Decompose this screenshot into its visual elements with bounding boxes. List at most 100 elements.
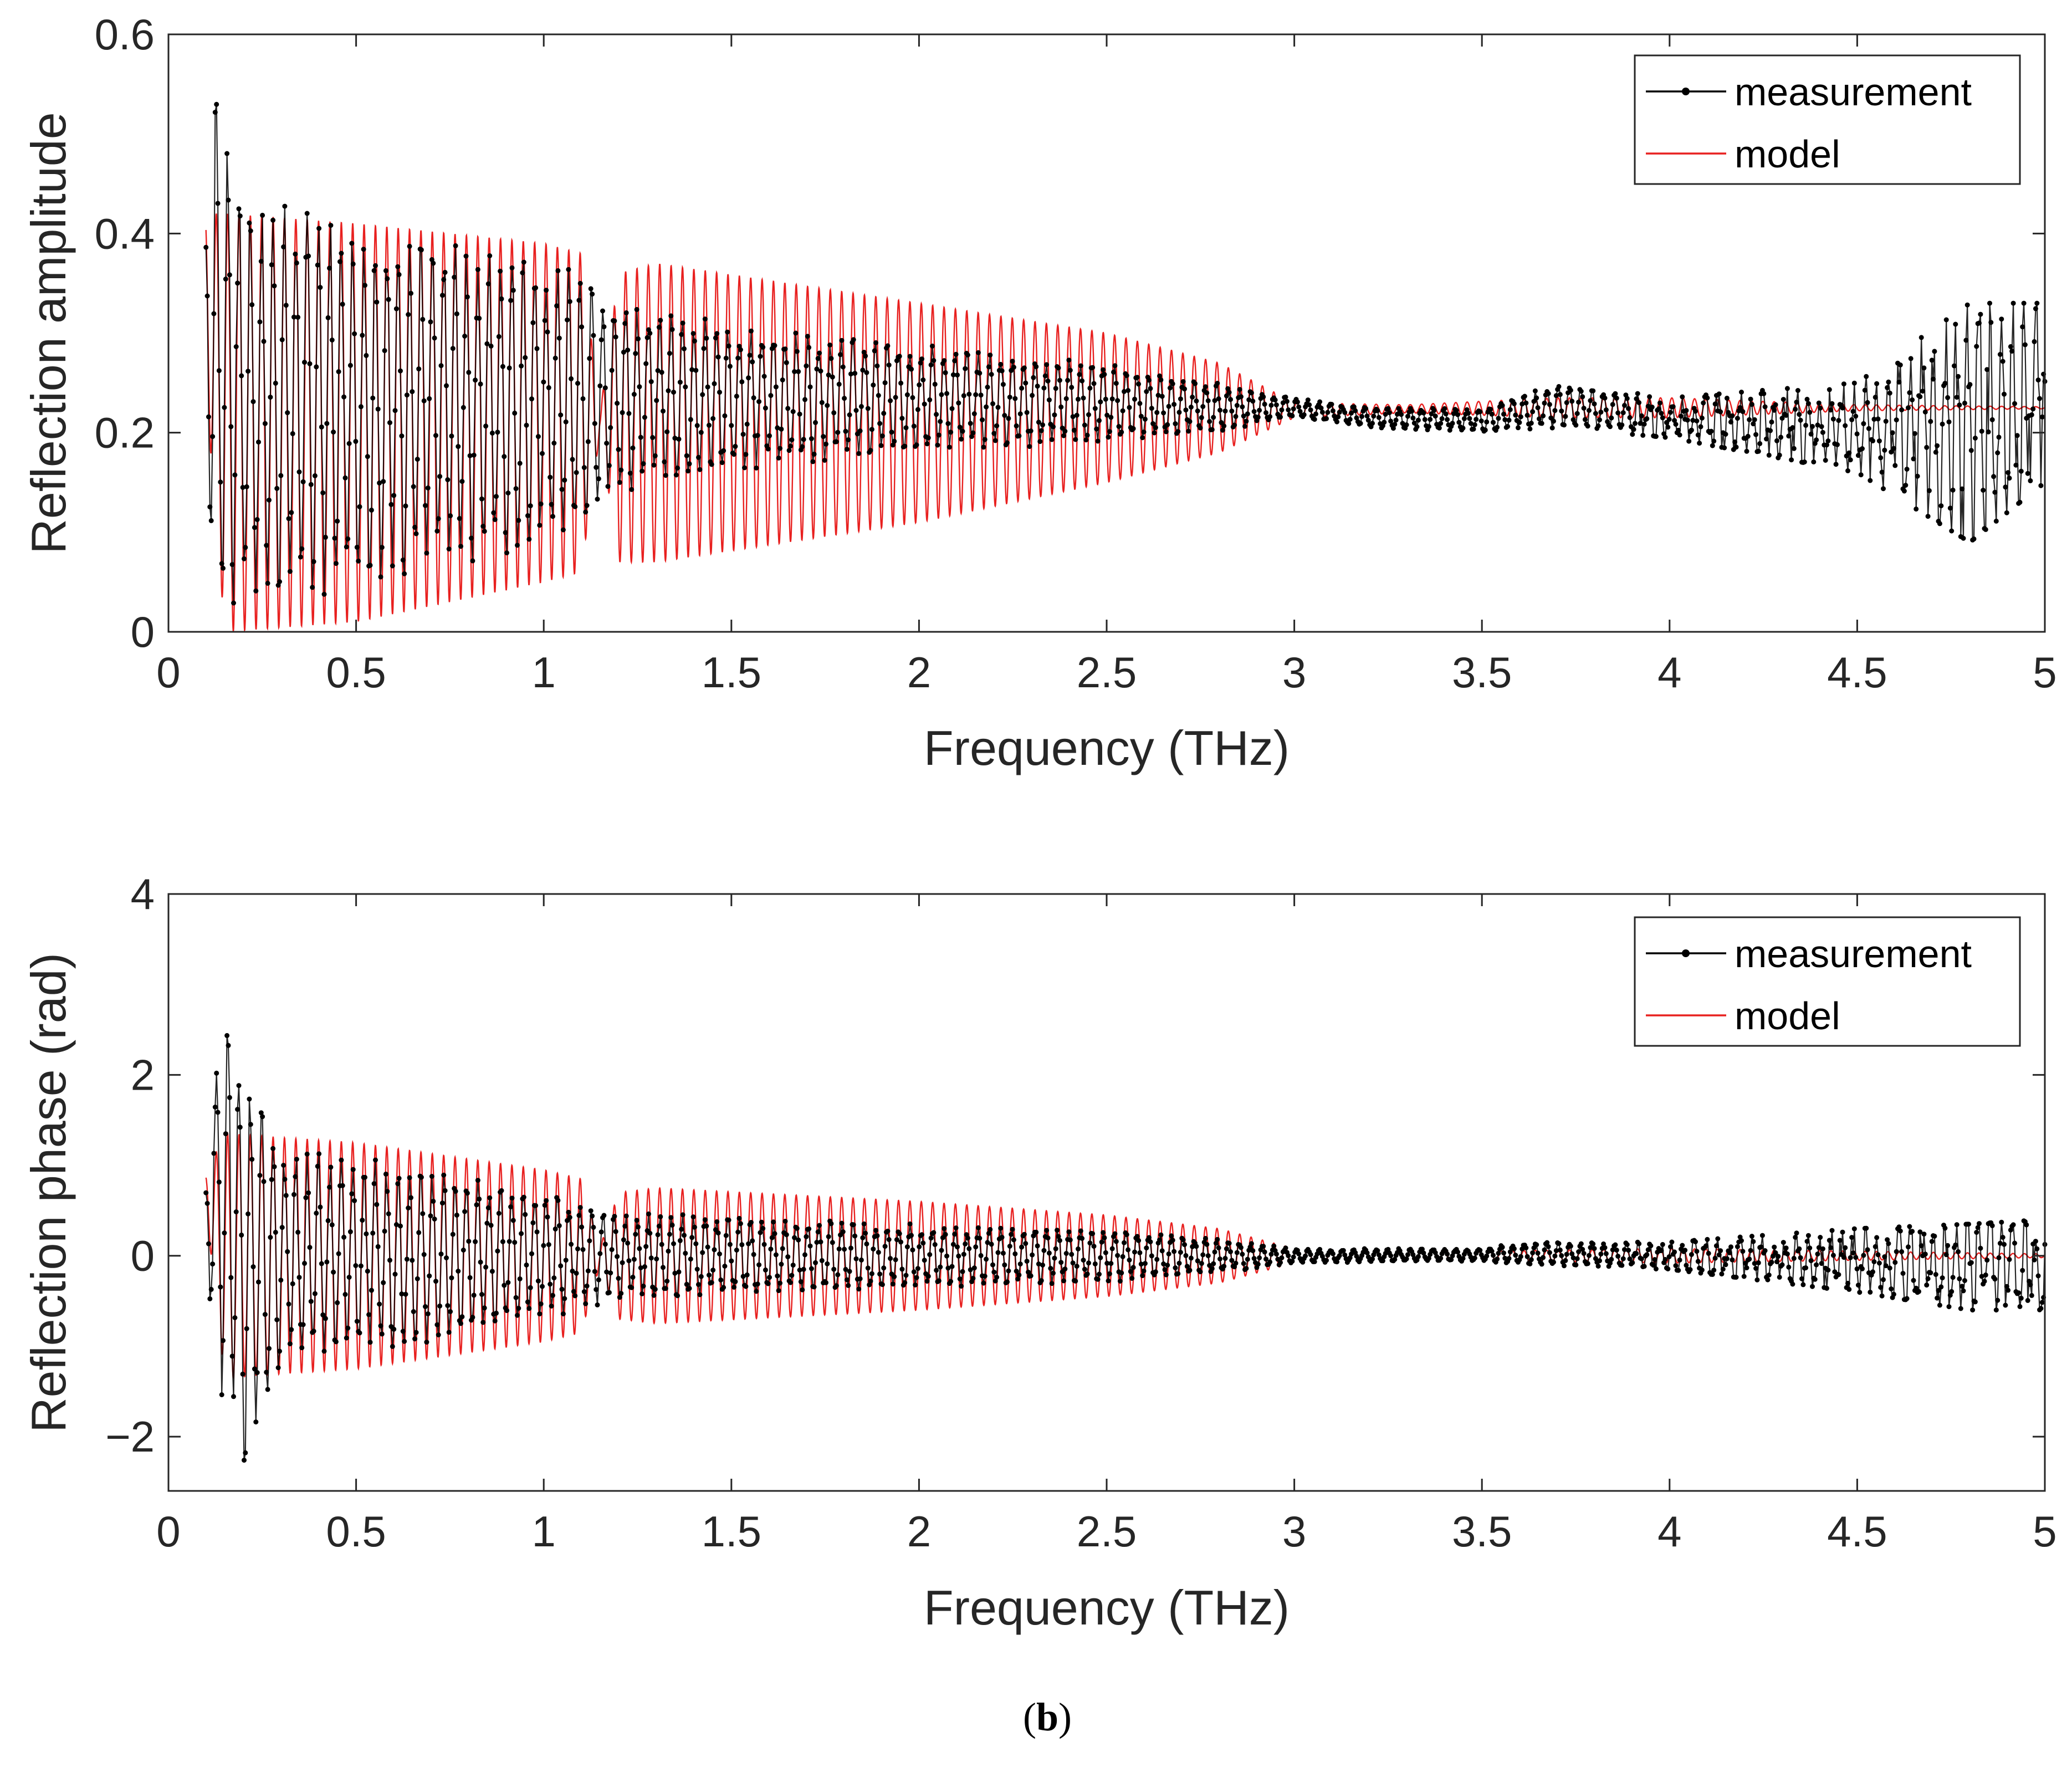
amplitude-measurement-point bbox=[1568, 387, 1573, 393]
phase-measurement-point bbox=[335, 1300, 340, 1305]
phase-measurement-point bbox=[1101, 1230, 1106, 1235]
amplitude-measurement-point bbox=[552, 355, 558, 361]
amplitude-measurement-point bbox=[988, 352, 993, 358]
amplitude-measurement-point bbox=[450, 346, 456, 351]
phase-measurement-point bbox=[2000, 1235, 2006, 1240]
phase-measurement-point bbox=[473, 1239, 478, 1244]
amplitude-measurement-point bbox=[606, 463, 612, 468]
phase-measurement-point bbox=[1175, 1271, 1181, 1276]
phase-measurement-point bbox=[953, 1225, 959, 1230]
phase-measurement-point bbox=[1786, 1264, 1792, 1270]
amplitude-measurement-point bbox=[1091, 381, 1097, 386]
phase-measurement-point bbox=[1178, 1250, 1183, 1255]
phase-measurement-point bbox=[669, 1222, 675, 1228]
amplitude-measurement-point bbox=[2017, 499, 2023, 505]
phase-measurement-point bbox=[378, 1323, 383, 1329]
amplitude-measurement-point bbox=[920, 377, 926, 382]
amplitude-measurement-point bbox=[1766, 452, 1772, 458]
phase-measurement-point bbox=[1421, 1250, 1426, 1256]
amplitude-measurement-point bbox=[1845, 468, 1850, 473]
phase-measurement-point bbox=[559, 1286, 565, 1292]
phase-measurement-point bbox=[1680, 1243, 1685, 1248]
amplitude-measurement-point bbox=[298, 554, 303, 560]
amplitude-measurement-point bbox=[1278, 415, 1283, 420]
phase-measurement-point bbox=[1845, 1280, 1850, 1286]
amplitude-measurement-point bbox=[1855, 453, 1861, 458]
amplitude-measurement-point bbox=[1614, 395, 1619, 401]
amplitude-measurement-point bbox=[1283, 394, 1288, 400]
amplitude-measurement-point bbox=[346, 441, 352, 446]
amplitude-measurement-point bbox=[1528, 421, 1534, 426]
phase-measurement-point bbox=[1956, 1249, 1961, 1254]
phase-measurement-point bbox=[242, 1458, 247, 1463]
amplitude-measurement-point bbox=[780, 377, 785, 382]
amplitude-measurement-point bbox=[1747, 417, 1752, 422]
phase-measurement-point bbox=[1053, 1246, 1058, 1251]
phase-measurement-point bbox=[1996, 1255, 2002, 1260]
phase-measurement-point bbox=[1830, 1253, 1836, 1258]
phase-measurement-point bbox=[666, 1248, 671, 1254]
phase-measurement-point bbox=[1769, 1259, 1774, 1265]
amplitude-measurement-point bbox=[229, 562, 235, 568]
amplitude-measurement-point bbox=[535, 434, 541, 440]
amplitude-measurement-point bbox=[605, 484, 611, 489]
phase-measurement-point bbox=[275, 1365, 281, 1371]
amplitude-measurement-point bbox=[1556, 384, 1562, 389]
amplitude-measurement-point bbox=[693, 367, 699, 373]
phase-measurement-point bbox=[1634, 1251, 1639, 1256]
amplitude-measurement-point bbox=[516, 518, 521, 523]
amplitude-measurement-point bbox=[1972, 436, 1978, 441]
phase-measurement-point bbox=[1097, 1271, 1102, 1277]
amplitude-measurement-point bbox=[1710, 443, 1715, 448]
amplitude-measurement-point bbox=[1199, 415, 1204, 420]
phase-measurement-point bbox=[776, 1288, 781, 1294]
phase-measurement-point bbox=[214, 1070, 219, 1076]
phase-measurement-point bbox=[1693, 1239, 1698, 1244]
amplitude-measurement-point bbox=[1216, 396, 1221, 401]
amplitude-measurement-point bbox=[581, 465, 587, 471]
phase-measurement-point bbox=[1800, 1282, 1806, 1287]
phase-measurement-point bbox=[913, 1282, 918, 1287]
phase-measurement-point bbox=[290, 1281, 295, 1286]
amplitude-measurement-point bbox=[744, 421, 750, 427]
amplitude-measurement-point bbox=[1442, 406, 1447, 411]
amplitude-measurement-point bbox=[1737, 405, 1743, 410]
phase-measurement-point bbox=[1342, 1252, 1348, 1258]
amplitude-measurement-point bbox=[1324, 416, 1329, 421]
phase-measurement-point bbox=[811, 1284, 817, 1290]
amplitude-measurement-point bbox=[577, 280, 583, 286]
amplitude-measurement-point bbox=[1797, 412, 1802, 417]
phase-measurement-point bbox=[1727, 1250, 1732, 1255]
phase-measurement-point bbox=[956, 1253, 961, 1259]
phase-measurement-point bbox=[1136, 1238, 1142, 1243]
phase-measurement-point bbox=[456, 1269, 461, 1274]
phase-measurement-point bbox=[1546, 1244, 1551, 1249]
amplitude-measurement-point bbox=[1542, 400, 1547, 406]
phase-measurement-point bbox=[917, 1244, 922, 1249]
amplitude-measurement-point bbox=[942, 358, 947, 364]
amplitude-measurement-point bbox=[957, 425, 963, 430]
phase-measurement-point bbox=[748, 1220, 754, 1225]
phase-measurement-point bbox=[233, 1209, 239, 1214]
phase-measurement-point bbox=[1756, 1260, 1761, 1265]
phase-measurement-point bbox=[925, 1274, 931, 1279]
amplitude-x-tick-label: 2.5 bbox=[1077, 648, 1137, 697]
phase-measurement-point bbox=[1739, 1238, 1744, 1243]
amplitude-measurement-point bbox=[1733, 445, 1739, 450]
amplitude-measurement-point bbox=[1827, 387, 1832, 392]
amplitude-measurement-point bbox=[1101, 367, 1106, 372]
amplitude-measurement-point bbox=[1238, 394, 1244, 400]
phase-measurement-point bbox=[1576, 1249, 1582, 1254]
amplitude-measurement-point bbox=[1347, 417, 1353, 422]
phase-measurement-point bbox=[634, 1218, 639, 1223]
phase-measurement-point bbox=[966, 1246, 972, 1251]
amplitude-measurement-point bbox=[907, 354, 913, 359]
amplitude-measurement-point bbox=[484, 341, 490, 346]
phase-measurement-point bbox=[286, 1301, 291, 1307]
phase-measurement-point bbox=[656, 1223, 662, 1229]
phase-measurement-point bbox=[1975, 1225, 1981, 1230]
amplitude-measurement-point bbox=[1237, 387, 1242, 392]
amplitude-measurement-point bbox=[537, 523, 543, 528]
phase-measurement-point bbox=[306, 1190, 311, 1195]
phase-measurement-point bbox=[994, 1275, 1000, 1280]
